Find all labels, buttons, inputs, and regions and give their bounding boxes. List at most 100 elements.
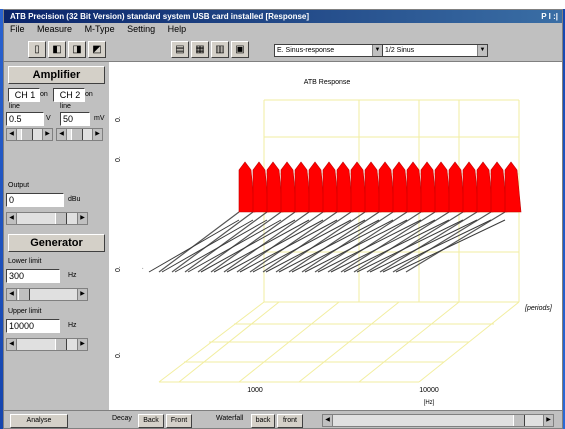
ch1-slider-thumb[interactable] [21,129,33,140]
measurement-type-select[interactable]: E. Sinus-response ▼ [274,44,383,57]
slice-floor-line [236,211,324,273]
arrow-left-icon[interactable]: ◀ [7,339,17,350]
waterfall-label: Waterfall [216,415,244,422]
slice-shadow-line [330,219,436,273]
menu-bar: File Measure M-Type Setting Help [4,23,562,36]
menu-mtype[interactable]: M-Type [84,24,115,34]
scope-view-button[interactable]: ▦ [191,41,209,58]
menu-help[interactable]: Help [167,24,187,34]
upper-limit-slider[interactable]: ◀ ▶ [6,338,88,351]
arrow-right-icon[interactable]: ▶ [42,129,52,140]
slice-floor-line [223,211,310,273]
arrow-right-icon[interactable]: ▶ [77,289,87,300]
z-axis-label: [periods] [524,305,553,312]
decay-back-button[interactable]: Back [138,414,164,428]
chart-view-button[interactable]: ▤ [171,41,189,58]
ch1-button[interactable]: CH 1 [8,88,40,102]
waterfall-slice [322,161,340,213]
arrow-left-icon[interactable]: ◀ [7,213,17,224]
ch1-state: on [40,91,48,98]
slice-shadow-line [226,219,324,273]
horizontal-scrollbar[interactable]: ◀ ▶ [322,414,554,427]
menu-measure[interactable]: Measure [37,24,73,34]
slice-floor-line [353,211,450,273]
top-edge [0,0,565,9]
ch2-range-input[interactable]: 50 [60,112,90,126]
slice-floor-line [262,211,352,273]
decay-front-button[interactable]: Front [166,414,192,428]
upper-limit-unit: Hz [68,322,77,329]
slice-floor-line [366,211,464,273]
waterfall-slice [308,161,326,213]
lower-limit-input[interactable]: 300 [6,269,60,283]
slice-floor-line [197,211,282,273]
ch2-slider-thumb[interactable] [71,129,83,140]
table-icon: ▥ [215,44,225,55]
menu-file[interactable]: File [10,24,25,34]
waterfall-slice [392,161,410,213]
output-slider-thumb[interactable] [55,213,67,224]
slice-floor-line [314,211,408,273]
settings-view-button[interactable]: ▣ [231,41,249,58]
waterfall-slice [280,161,298,213]
arrow-left-icon[interactable]: ◀ [57,129,67,140]
ch1-range-unit: V [46,115,51,122]
slice-floor-line [288,211,380,273]
print-button[interactable]: ◩ [88,41,106,58]
slice-shadow-line [161,219,254,273]
waterfall-slice [252,161,270,213]
ch1-range-input[interactable]: 0.5 [6,112,44,126]
slice-shadow-line [187,219,282,273]
waterfall-slice [336,161,354,213]
x-unit-label: [Hz] [424,400,435,406]
ch2-state: on [85,91,93,98]
waterfall-slice [378,161,396,213]
output-level-slider[interactable]: ◀ ▶ [6,212,88,225]
new-file-icon: ▯ [34,44,40,55]
menu-setting[interactable]: Setting [127,24,156,34]
window-controls[interactable]: P I :| [541,12,558,21]
slice-shadow-line [343,219,450,273]
plot-title: ATB Response [304,79,351,86]
ch1-range-slider[interactable]: ◀ ▶ [6,128,53,141]
signal-type-value: 1/2 Sinus [385,47,415,54]
lower-limit-unit: Hz [68,272,77,279]
chevron-down-icon[interactable]: ▼ [477,45,487,56]
cursor-marker: · [141,263,144,274]
arrow-left-icon[interactable]: ◀ [7,289,17,300]
analyse-button[interactable]: Analyse [10,414,68,428]
arrow-right-icon[interactable]: ▶ [92,129,102,140]
slice-shadow-line [200,219,296,273]
arrow-left-icon[interactable]: ◀ [323,415,333,426]
lower-limit-slider[interactable]: ◀ ▶ [6,288,88,301]
scrollbar-thumb[interactable] [513,415,525,426]
save-button[interactable]: ◨ [68,41,86,58]
arrow-left-icon[interactable]: ◀ [7,129,17,140]
ch2-button[interactable]: CH 2 [53,88,85,102]
arrow-right-icon[interactable]: ▶ [77,339,87,350]
open-button[interactable]: ◧ [48,41,66,58]
new-file-button[interactable]: ▯ [28,41,46,58]
app-window: ATB Precision (32 Bit Version) standard … [3,9,563,429]
waterfall-slice [266,161,284,213]
upper-limit-input[interactable]: 10000 [6,319,60,333]
slice-shadow-line [148,219,240,273]
waterfall-back-button[interactable]: back [251,414,275,428]
open-icon: ◧ [52,44,62,55]
waterfall-front-button[interactable]: front [277,414,303,428]
lower-slider-thumb[interactable] [18,289,30,300]
chevron-down-icon[interactable]: ▼ [372,45,382,56]
signal-type-select[interactable]: 1/2 Sinus ▼ [382,44,488,57]
upper-slider-thumb[interactable] [55,339,67,350]
waterfall-slice [434,161,452,213]
waterfall-slice [448,161,466,213]
table-view-button[interactable]: ▥ [211,41,229,58]
output-level-input[interactable]: 0 [6,193,64,207]
slice-floor-line [184,211,268,273]
arrow-right-icon[interactable]: ▶ [77,213,87,224]
slice-shadow-line [213,219,310,273]
arrow-right-icon[interactable]: ▶ [543,415,553,426]
toolbar: ▯ ◧ ◨ ◩ ▤ ▦ ▥ ▣ E. Sinus-response ▼ 1/2 … [4,37,562,62]
ch2-range-slider[interactable]: ◀ ▶ [56,128,103,141]
ch2-input-mode: line [60,103,71,110]
